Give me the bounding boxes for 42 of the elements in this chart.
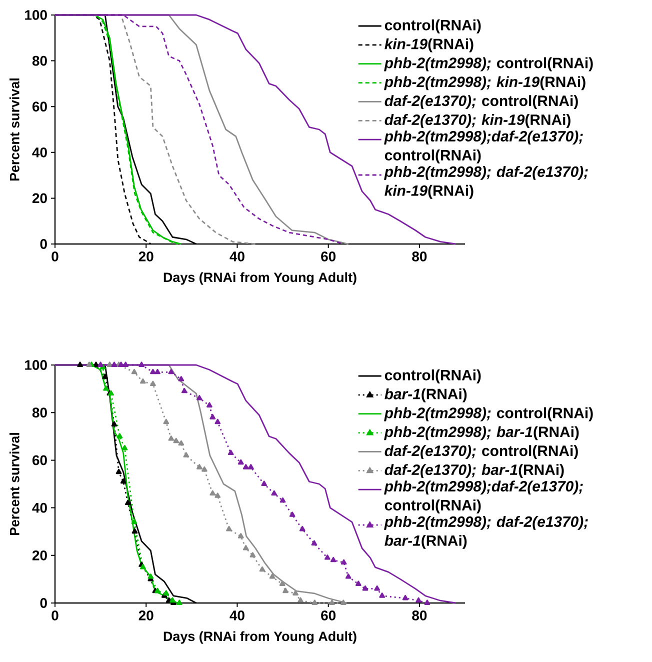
legend-label: phb-2(tm2998);daf-2(e1370); control(RNAi)	[384, 480, 583, 514]
legend-label: kin-19(RNAi)	[384, 38, 474, 52]
y-tick-label: 80	[32, 408, 47, 418]
legend-label: daf-2(e1370); bar-1(RNAi)	[384, 464, 564, 478]
y-tick-label: 20	[32, 193, 47, 204]
y-axis-title: Percent survival	[9, 78, 20, 181]
y-tick-label: 0	[40, 239, 47, 249]
x-tick-label: 20	[138, 610, 154, 620]
legend-label: phb-2(tm2998);daf-2(e1370); control(RNAi)	[384, 130, 583, 164]
legend-label: bar-1(RNAi)	[384, 388, 467, 402]
x-tick-label: 60	[321, 610, 336, 620]
x-tick-label: 80	[412, 610, 427, 620]
x-tick-label: 80	[412, 252, 427, 262]
legend-label: phb-2(tm2998); bar-1(RNAi)	[384, 426, 579, 440]
legend-label: phb-2(tm2998); kin-19(RNAi)	[384, 76, 586, 90]
legend-label: phb-2(tm2998); daf-2(e1370); bar-1(RNAi)	[384, 516, 588, 549]
y-tick-label: 40	[32, 502, 47, 513]
y-tick-label: 60	[32, 455, 47, 466]
y-tick-label: 80	[32, 56, 47, 66]
legend-label: daf-2(e1370); control(RNAi)	[384, 95, 578, 110]
legend-label: daf-2(e1370); control(RNAi)	[384, 445, 578, 460]
legend-label: phb-2(tm2998); control(RNAi)	[384, 407, 593, 422]
legend-label: phb-2(tm2998); daf-2(e1370); kin-19(RNAi)	[384, 166, 588, 199]
legend-label: control(RNAi)	[384, 19, 481, 34]
y-tick-label: 20	[32, 550, 47, 560]
x-tick-label: 40	[230, 610, 244, 620]
y-tick-label: 40	[32, 147, 47, 158]
y-tick-label: 100	[25, 10, 47, 20]
x-tick-label: 40	[230, 252, 244, 262]
x-tick-label: 20	[138, 252, 154, 262]
legend-label: control(RNAi)	[384, 369, 481, 384]
y-tick-label: 100	[25, 360, 47, 370]
y-tick-label: 60	[32, 102, 47, 112]
legend-label: daf-2(e1370); kin-19(RNAi)	[384, 114, 570, 128]
x-tick-label: 0	[52, 252, 58, 262]
x-axis-title: Days (RNAi from Young Adult)	[164, 631, 356, 644]
y-tick-label: 0	[40, 598, 47, 608]
legend-label: phb-2(tm2998); control(RNAi)	[384, 57, 593, 72]
y-axis-title: Percent survival	[9, 433, 20, 536]
x-tick-label: 60	[321, 252, 336, 262]
x-axis-title: Days (RNAi from Young Adult)	[164, 272, 356, 285]
x-tick-label: 0	[52, 610, 58, 620]
